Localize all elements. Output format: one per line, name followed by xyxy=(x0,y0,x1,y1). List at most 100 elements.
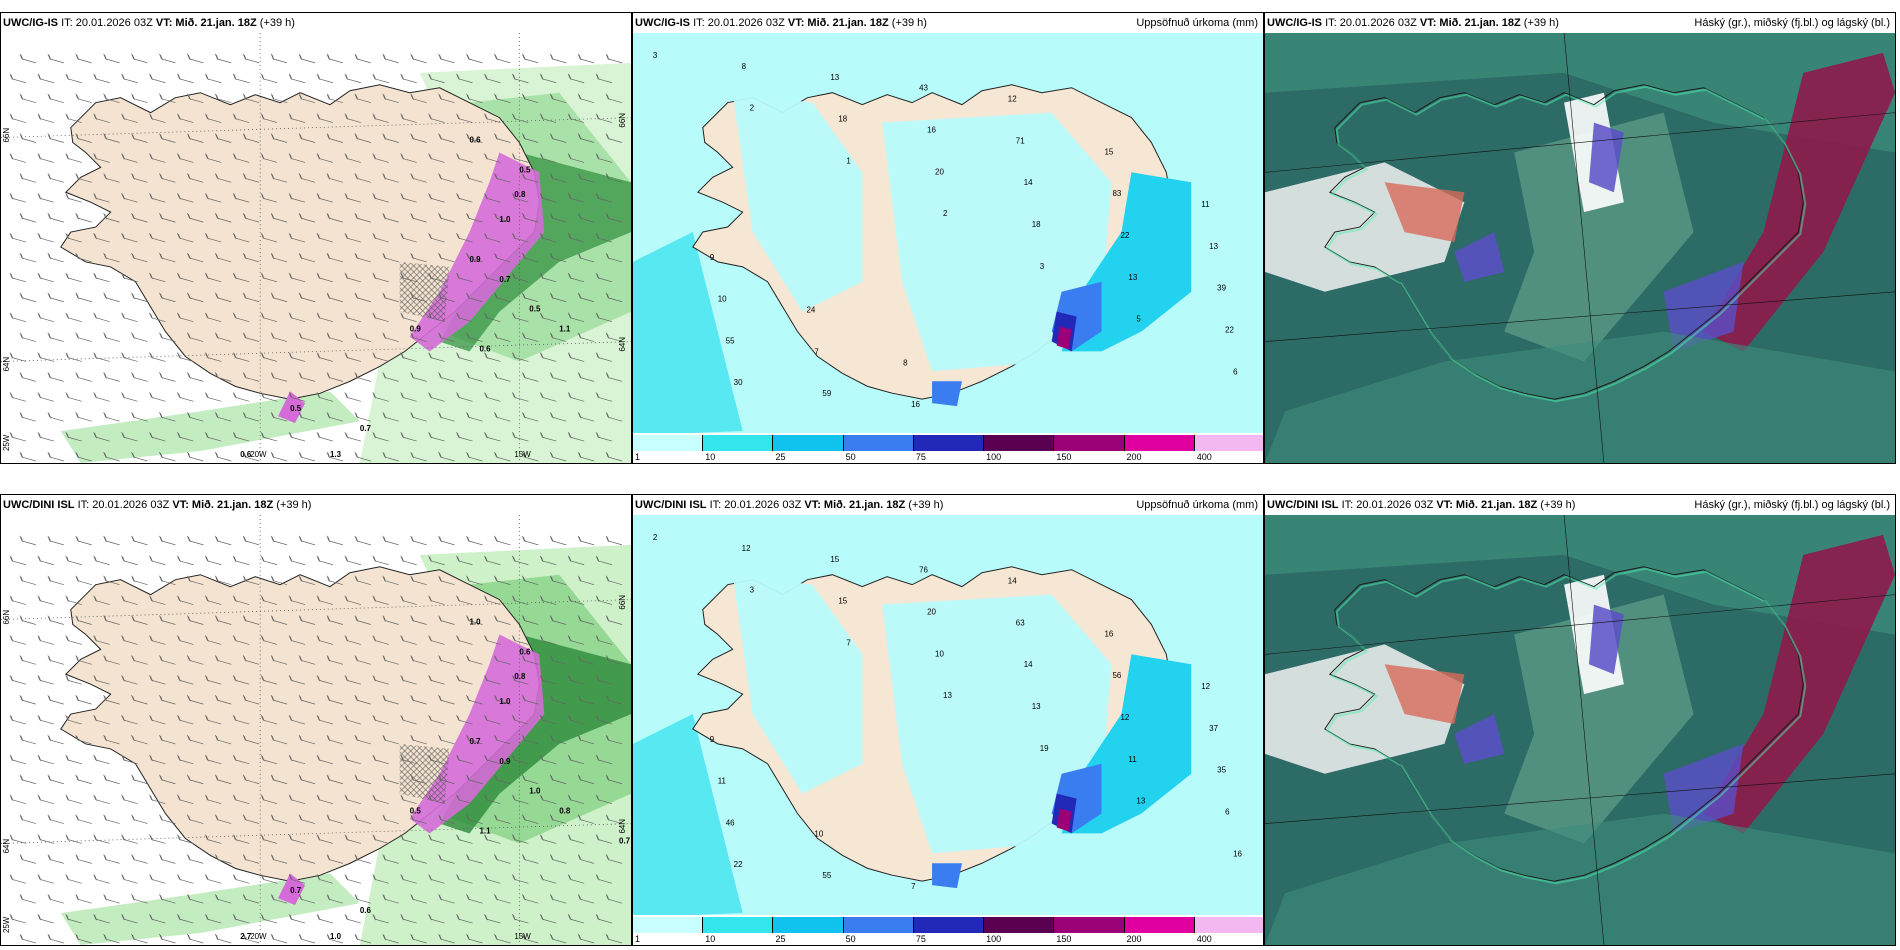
precip-value: 10 xyxy=(718,295,727,304)
wind-barb xyxy=(103,451,120,462)
wind-barb xyxy=(242,372,260,382)
wind-barb xyxy=(522,774,539,785)
wind-barb xyxy=(456,153,473,163)
wind-barb xyxy=(270,372,288,382)
wind-barb xyxy=(605,412,623,422)
wind-barb xyxy=(121,754,138,765)
lead-time: (+39 h) xyxy=(259,17,295,29)
wind-barb xyxy=(316,193,334,203)
wind-barb xyxy=(605,854,623,864)
wind-barb xyxy=(522,695,539,705)
wind-barb xyxy=(75,933,92,944)
wind-barb xyxy=(372,794,389,804)
precip-value: 18 xyxy=(838,115,847,124)
contour-value: 1.0 xyxy=(529,787,541,796)
wind-barb xyxy=(512,834,529,844)
wind-barb xyxy=(410,53,427,64)
wind-barb xyxy=(438,535,455,546)
contour-value: 1.0 xyxy=(330,932,342,941)
wind-barb xyxy=(232,834,250,844)
wind-barb xyxy=(522,332,539,342)
wind-barb xyxy=(428,352,445,362)
wind-barb xyxy=(494,655,511,665)
wind-barb xyxy=(512,153,529,163)
precip-value: 7 xyxy=(814,347,819,356)
wind-barb xyxy=(205,794,222,804)
wind-barb xyxy=(177,914,194,924)
wind-barb xyxy=(549,412,567,422)
wind-barb xyxy=(205,595,222,605)
wind-barb xyxy=(438,173,455,183)
panel-header: UWC/IG-IS IT: 20.01.2026 03Z VT: Mið. 21… xyxy=(633,13,1263,33)
wind-barb xyxy=(354,93,371,104)
wind-barb xyxy=(577,615,595,625)
precip-value: 12 xyxy=(1008,95,1017,104)
wind-barb xyxy=(484,352,501,362)
wind-barb xyxy=(131,213,148,223)
wind-barb xyxy=(549,252,567,263)
wind-barb xyxy=(177,794,194,804)
wind-barb xyxy=(595,714,613,725)
wind-barb xyxy=(93,675,110,685)
init-time: IT: 20.01.2026 03Z xyxy=(1341,499,1434,511)
wind-barb xyxy=(242,412,260,422)
wind-barb xyxy=(438,213,455,223)
wind-barb xyxy=(539,834,557,844)
wind-barb xyxy=(149,153,166,163)
wind-barb xyxy=(177,153,194,163)
wind-barb xyxy=(214,372,232,382)
wind-barb xyxy=(428,432,445,442)
wind-barb xyxy=(577,372,595,382)
wind-barb xyxy=(494,575,511,586)
wind-barb xyxy=(605,451,623,462)
wind-barb xyxy=(382,252,399,263)
wind-barb xyxy=(605,774,623,785)
wind-barb xyxy=(232,794,250,804)
wind-barb xyxy=(47,53,64,64)
wind-barb xyxy=(103,854,120,864)
wind-barb xyxy=(410,655,427,665)
wind-barb xyxy=(19,933,36,944)
wind-barb xyxy=(149,754,166,765)
wind-barb xyxy=(354,774,371,785)
precip-value: 11 xyxy=(718,777,727,786)
wind-barb xyxy=(242,655,260,665)
wind-barb xyxy=(9,312,27,322)
wind-barb xyxy=(159,133,176,143)
precip-value: 6 xyxy=(1233,367,1238,376)
wind-barb xyxy=(577,814,595,824)
wind-barb xyxy=(205,754,222,765)
wind-barb xyxy=(567,794,585,804)
wind-barb xyxy=(549,372,567,382)
wind-barb xyxy=(522,814,539,824)
wind-barb xyxy=(37,914,54,924)
precip-value: 12 xyxy=(742,544,751,553)
wind-barb xyxy=(539,635,557,645)
map-wind: 1.0 0.6 0.8 1.0 0.7 0.9 1.0 0.8 1.1 0.5 0.7 0.6 2.7 1… xyxy=(1,515,631,945)
wind-barb xyxy=(428,392,445,402)
longitude-label: 15W xyxy=(514,932,531,941)
wind-barb xyxy=(484,874,501,884)
contour-value: 0.8 xyxy=(559,807,571,816)
wind-barb xyxy=(438,854,455,864)
wind-barb xyxy=(288,754,306,765)
colorbar-swatch xyxy=(1054,435,1125,451)
wind-barb xyxy=(121,113,138,123)
wind-barb xyxy=(187,93,204,104)
wind-barb xyxy=(47,173,64,183)
wind-barb xyxy=(577,332,595,342)
precip-value: 15 xyxy=(830,555,839,564)
wind-barb xyxy=(214,535,232,546)
wind-barb xyxy=(326,854,344,864)
wind-barb xyxy=(428,675,445,685)
wind-barb xyxy=(567,272,585,283)
wind-barb xyxy=(512,675,529,685)
wind-barb xyxy=(316,754,334,765)
wind-barb xyxy=(298,173,316,183)
precip-value: 12 xyxy=(1201,682,1210,691)
wind-barb xyxy=(466,615,483,625)
model-name: UWC/IG-IS xyxy=(635,17,690,29)
wind-barb xyxy=(19,292,36,303)
contour-value: 0.7 xyxy=(470,737,482,746)
wind-barb xyxy=(595,352,613,362)
